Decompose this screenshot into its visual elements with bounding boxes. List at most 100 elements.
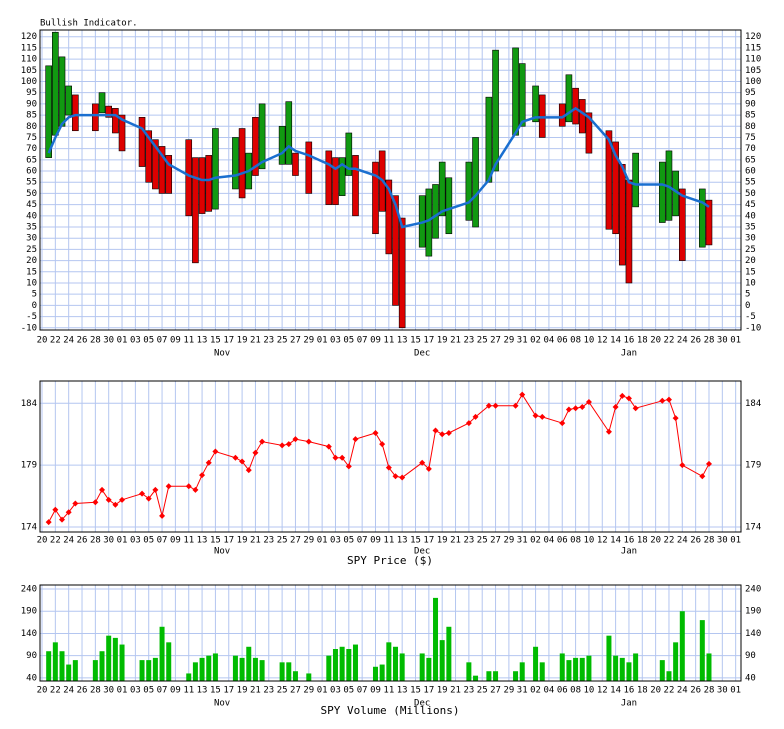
- x-tick-label: 16: [624, 336, 635, 346]
- indicator-bar: [585, 112, 593, 154]
- price-marker: [65, 509, 72, 516]
- x-tick-label: 28: [90, 336, 101, 346]
- volume-bar: [659, 660, 665, 681]
- volume-bar: [706, 653, 712, 681]
- x-tick-label: 07: [357, 536, 368, 546]
- price-marker: [352, 436, 359, 443]
- price-marker: [399, 474, 406, 481]
- volume-bar: [106, 635, 112, 681]
- indicator-bar: [325, 150, 333, 205]
- volume-bar: [606, 635, 612, 681]
- x-tick-label: 09: [370, 336, 381, 346]
- x-tick-label: 14: [610, 536, 621, 546]
- x-tick-label: 20: [650, 336, 661, 346]
- month-label: Jan: [621, 547, 637, 557]
- x-tick-label: 09: [170, 686, 181, 696]
- price-marker: [559, 420, 566, 427]
- indicator-bar: [212, 128, 219, 210]
- x-tick-label: 24: [63, 336, 74, 346]
- x-tick-label: 04: [543, 336, 554, 346]
- volume-bar: [619, 657, 625, 681]
- volume-bar: [626, 662, 632, 681]
- price-marker: [259, 438, 266, 445]
- volume-bar: [306, 673, 312, 681]
- indicator-bar: [145, 130, 153, 183]
- indicator-bar: [258, 103, 266, 170]
- x-tick-label: 26: [77, 336, 88, 346]
- y-tick-label: 20: [26, 256, 37, 266]
- price-marker: [605, 428, 612, 435]
- month-label: Dec: [414, 699, 430, 709]
- price-marker: [565, 406, 572, 413]
- price-marker: [445, 429, 452, 436]
- x-tick-label: 24: [677, 536, 688, 546]
- price-marker: [185, 483, 192, 490]
- x-tick-label: 11: [183, 686, 194, 696]
- volume-bar: [139, 660, 145, 681]
- price-marker: [152, 486, 159, 493]
- y-tick-label: -10: [21, 323, 37, 333]
- price-marker: [465, 420, 472, 427]
- x-tick-label: 27: [290, 686, 301, 696]
- x-tick-label: 26: [77, 686, 88, 696]
- x-tick-label: 01: [317, 336, 328, 346]
- volume-bar: [473, 675, 479, 681]
- volume-bar: [92, 660, 98, 681]
- volume-bar: [59, 651, 65, 681]
- y-tick-label: 179: [745, 461, 761, 471]
- month-label: Nov: [214, 547, 230, 557]
- y-tick-label: 60: [745, 167, 756, 177]
- indicator-bar: [278, 125, 286, 165]
- price-marker: [625, 395, 632, 402]
- x-tick-label: 09: [170, 336, 181, 346]
- volume-bar: [166, 642, 172, 681]
- x-tick-label: 28: [90, 536, 101, 546]
- indicator-bar: [52, 31, 59, 136]
- price-marker: [199, 472, 206, 479]
- y-tick-label: 75: [26, 133, 37, 143]
- x-tick-label: 05: [343, 686, 354, 696]
- price-marker: [92, 499, 99, 506]
- indicator-bar: [45, 65, 52, 158]
- x-tick-label: 13: [397, 336, 408, 346]
- indicator-bar: [578, 99, 586, 134]
- x-tick-label: 10: [584, 536, 595, 546]
- x-tick-label: 08: [570, 536, 581, 546]
- volume-bar: [292, 671, 298, 681]
- volume-bar: [559, 653, 565, 681]
- x-tick-label: 15: [210, 686, 221, 696]
- indicator-bar: [72, 94, 79, 132]
- y-tick-label: -5: [745, 312, 756, 322]
- x-tick-label: 24: [677, 686, 688, 696]
- y-tick-label: 85: [26, 111, 37, 121]
- y-tick-label: 70: [745, 144, 756, 154]
- price-marker: [665, 396, 672, 403]
- plot-frame: [39, 584, 742, 682]
- x-tick-label: 15: [410, 336, 421, 346]
- indicator-bar: [58, 56, 66, 127]
- x-tick-label: 28: [704, 336, 715, 346]
- x-tick-label: 22: [50, 336, 61, 346]
- x-tick-label: 27: [490, 686, 501, 696]
- x-axis-label: SPY Price ($): [347, 554, 433, 567]
- x-tick-label: 28: [704, 536, 715, 546]
- price-marker: [339, 454, 346, 461]
- x-tick-label: 15: [410, 686, 421, 696]
- x-tick-label: 29: [303, 336, 314, 346]
- price-marker: [305, 438, 312, 445]
- x-tick-label: 20: [37, 686, 48, 696]
- indicator-bar: [112, 108, 119, 134]
- x-tick-label: 06: [557, 536, 568, 546]
- x-tick-label: 08: [570, 686, 581, 696]
- volume-bar: [332, 649, 338, 681]
- price-marker: [372, 429, 379, 436]
- price-marker: [632, 405, 639, 412]
- x-tick-label: 22: [664, 536, 675, 546]
- y-tick-label: 65: [745, 155, 756, 165]
- volume-bar: [239, 657, 245, 681]
- indicator-bar: [232, 137, 239, 190]
- x-tick-label: 05: [343, 336, 354, 346]
- indicator-bar: [565, 74, 573, 123]
- y-tick-label: 45: [26, 200, 37, 210]
- x-tick-label: 21: [450, 536, 461, 546]
